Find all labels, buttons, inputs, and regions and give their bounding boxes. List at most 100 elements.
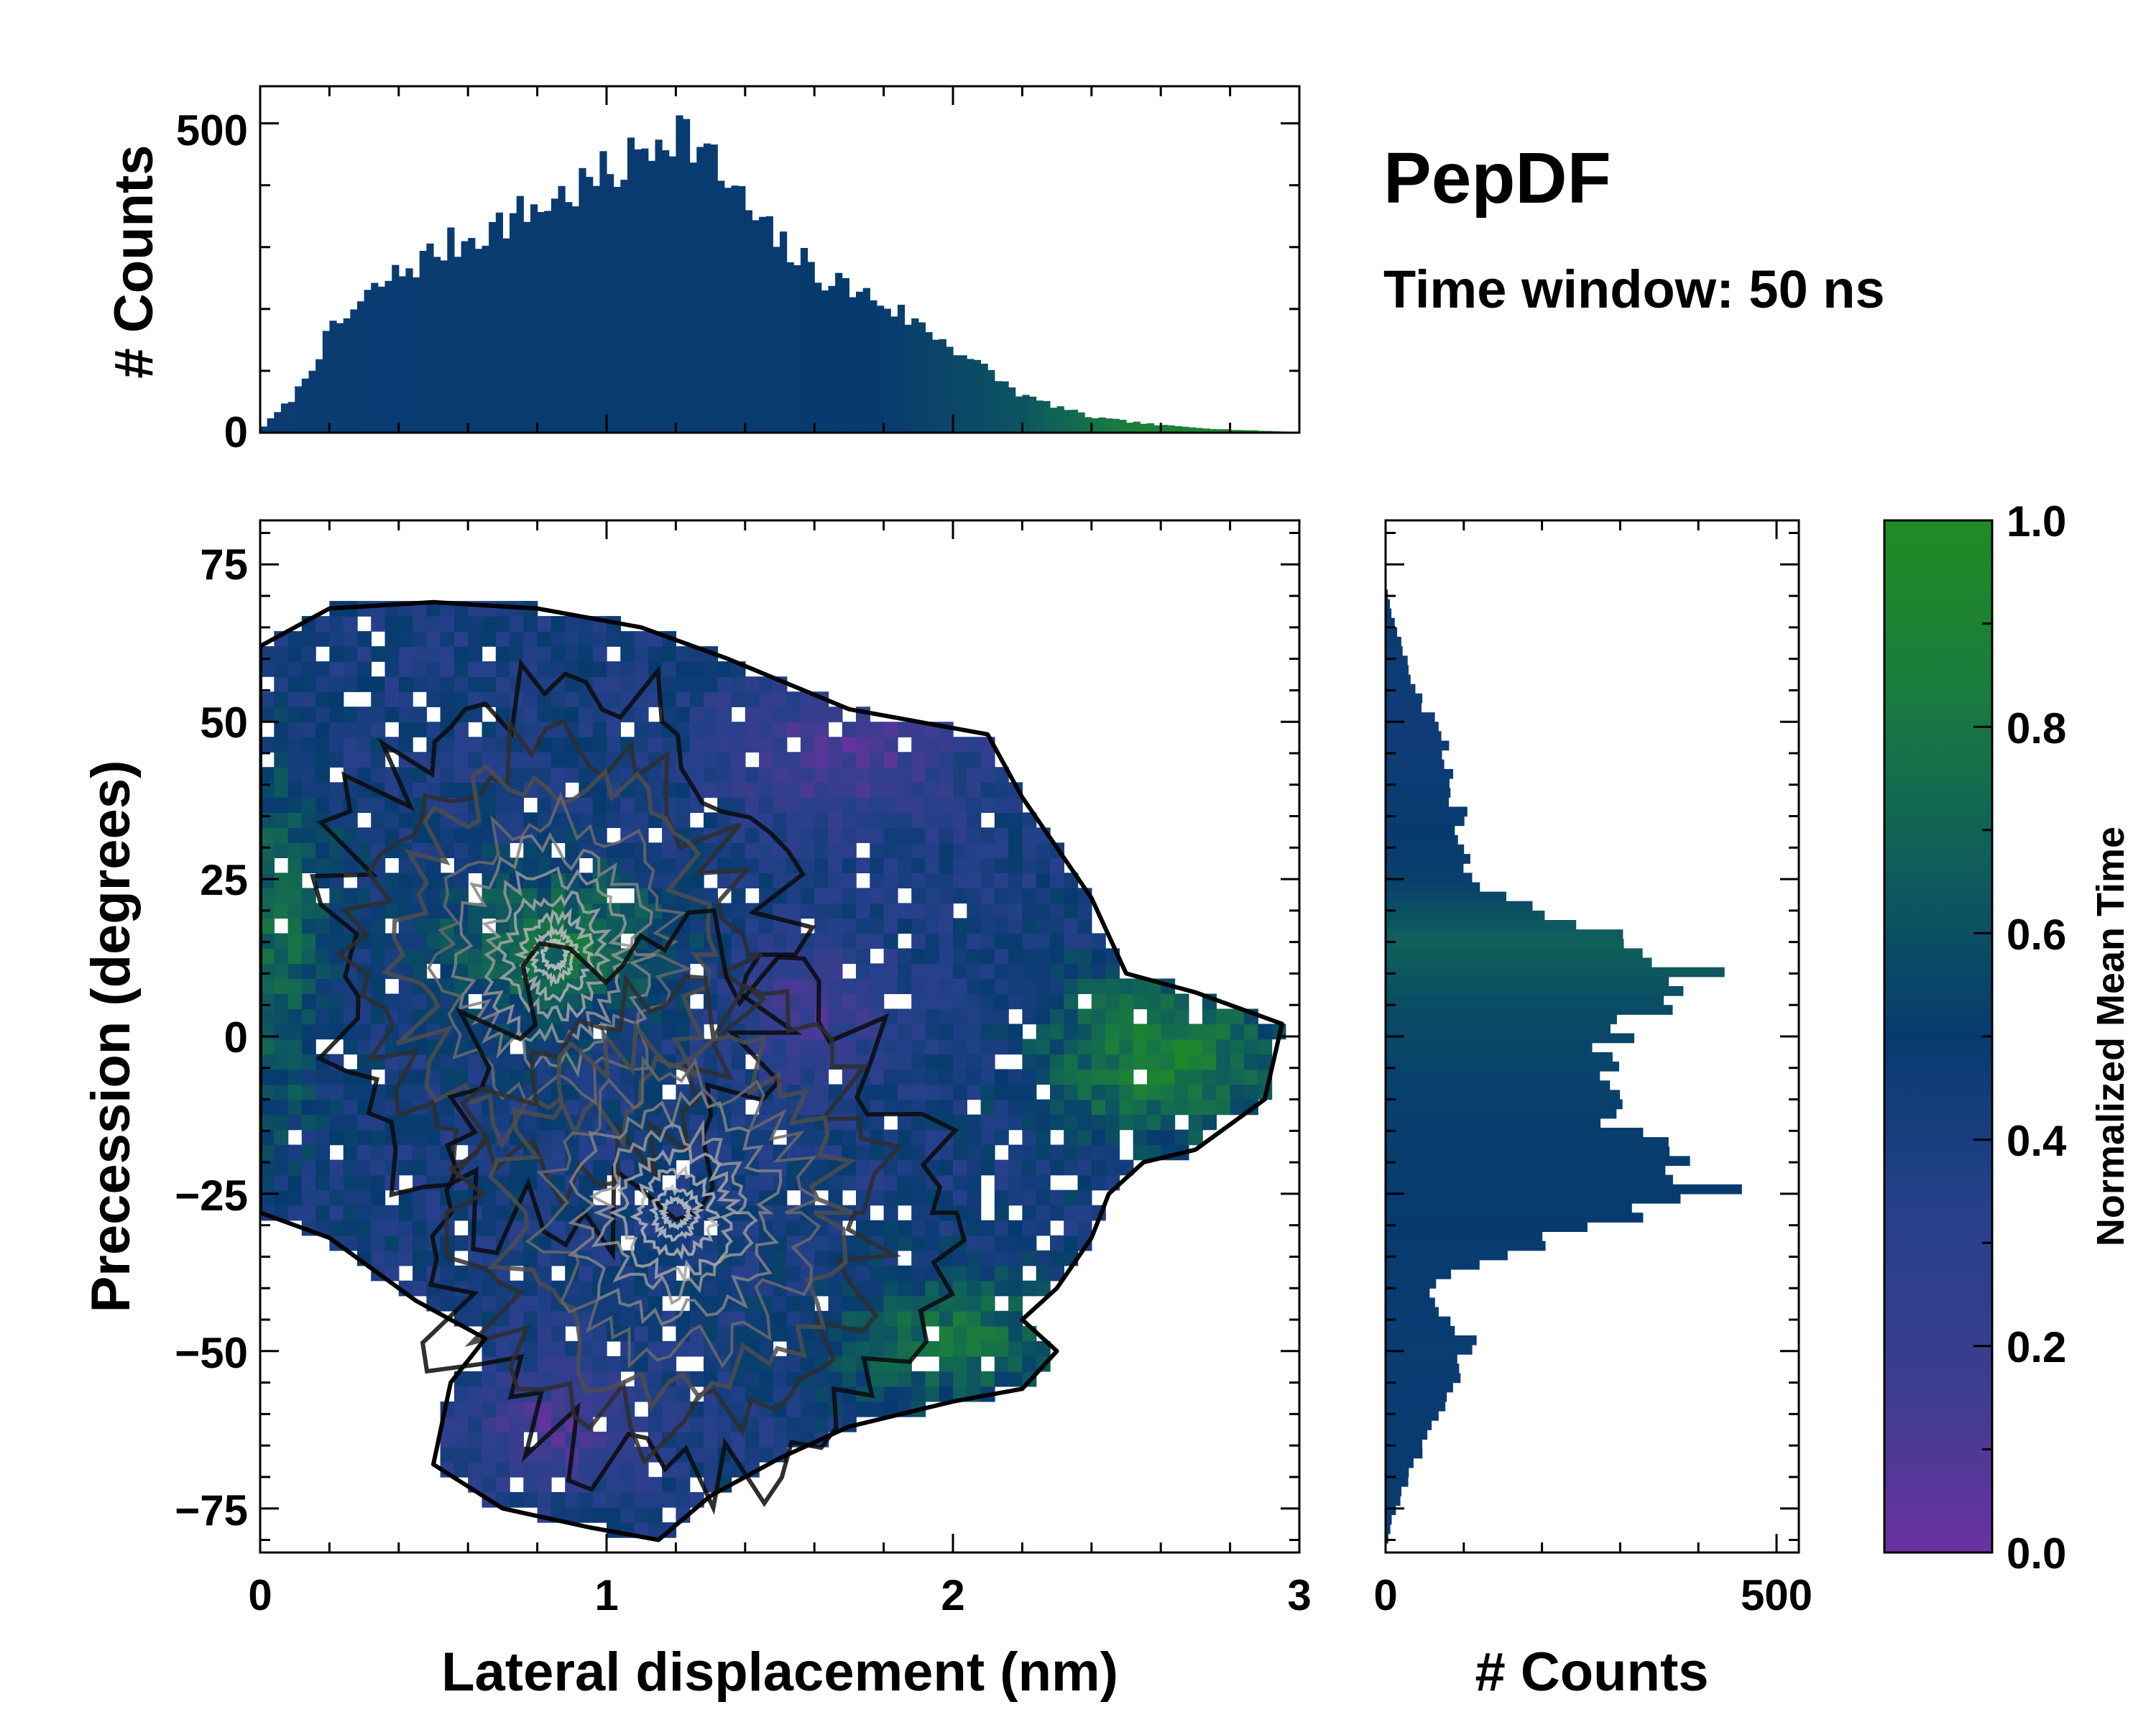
heatmap-cell [1146,1129,1161,1146]
heatmap-cell [939,767,954,783]
heatmap-cell [510,1310,524,1327]
heatmap-cell [1036,978,1051,995]
heatmap-cell [1050,1235,1064,1251]
heatmap-cell [870,1371,885,1387]
heatmap-cell [759,782,774,798]
top-histogram-bar [350,309,358,433]
heatmap-cell [704,1476,718,1493]
heatmap-cell [523,1491,538,1508]
heatmap-cell [634,1280,649,1297]
heatmap-cell [634,842,649,858]
right-histogram-bar [1386,882,1480,893]
heatmap-cell [287,797,303,813]
top-histogram-bar [315,359,323,433]
heatmap-cell [453,631,469,647]
heatmap-cell [870,918,885,934]
heatmap-cell [620,842,635,858]
heatmap-cell [523,631,538,647]
heatmap-cell [911,1190,926,1206]
heatmap-cell [398,1159,413,1176]
heatmap-cell [579,1174,594,1191]
heatmap-cell [1119,1159,1134,1176]
heatmap-cell [1105,963,1120,980]
heatmap-cell [371,797,386,813]
heatmap-cell [523,707,538,722]
heatmap-cell [550,1446,566,1463]
heatmap-cell [468,1069,483,1085]
heatmap-cell [1243,1054,1258,1070]
heatmap-cell [413,631,428,647]
heatmap-cell [953,1084,967,1100]
heatmap-cell [967,1220,982,1236]
heatmap-cell [315,767,331,783]
heatmap-cell [592,752,607,768]
heatmap-cell [745,842,760,858]
heatmap-cell [731,767,746,783]
heatmap-cell [662,1491,677,1508]
heatmap-cell [1230,1099,1245,1116]
heatmap-cell [953,1310,967,1327]
top-histogram-bar [1223,429,1231,433]
heatmap-cell [315,737,331,753]
heatmap-cell [495,1491,510,1508]
heatmap-cell [773,737,788,753]
heatmap-cell [592,676,607,692]
heatmap-cell [371,1159,386,1176]
heatmap-cell [1105,993,1120,1010]
heatmap-cell [704,661,718,677]
heatmap-cell [1174,1099,1189,1116]
heatmap-cell [301,752,316,768]
heatmap-cell [287,1099,303,1116]
top-histogram-bar [260,426,268,433]
heatmap-cell [870,1114,885,1131]
heatmap-cell [329,1174,344,1191]
heatmap-cell [579,1084,594,1100]
heatmap-cell [384,1265,400,1282]
heatmap-cell [925,737,940,753]
heatmap-cell [1161,1129,1176,1146]
heatmap-cell [343,812,358,828]
heatmap-cell [814,752,829,768]
heatmap-cell [329,1114,344,1131]
density-contour [525,1054,822,1369]
heatmap-cell [329,842,344,858]
heatmap-cell [329,707,344,722]
heatmap-cell [260,767,275,783]
heatmap-cell [870,1069,885,1085]
heatmap-cell [413,616,428,632]
heatmap-cell [287,1205,303,1221]
heatmap-cell [676,782,691,798]
heatmap-cell [315,1159,331,1176]
heatmap-cell [648,1476,663,1493]
heatmap-cell [717,993,732,1010]
heatmap-cell [731,737,746,753]
heatmap-cell [842,1129,857,1146]
right-histogram-bar [1386,1099,1623,1110]
heatmap-cell [883,1371,898,1387]
heatmap-cell [925,1008,940,1025]
heatmap-cell [565,707,580,722]
heatmap-cell [274,1144,289,1161]
heatmap-cell [704,1446,718,1463]
heatmap-cell [745,737,760,753]
heatmap-cell [1022,1280,1037,1297]
heatmap-cell [953,1039,967,1055]
heatmap-cell [925,978,940,995]
heatmap-cell [662,1416,677,1432]
heatmap-cell [634,722,649,737]
heatmap-cell [440,631,455,647]
heatmap-cell [870,812,885,828]
heatmap-cell [413,1159,428,1176]
heatmap-cell [1064,1024,1079,1040]
heatmap-cell [315,1024,331,1040]
right-histogram-bar [1386,740,1450,751]
heatmap-cell [440,616,455,632]
heatmap-cell [384,812,400,828]
heatmap-cell [1050,1054,1064,1070]
heatmap-cell [814,993,829,1010]
heatmap-cell [550,1129,566,1146]
heatmap-cell [537,1325,552,1342]
heatmap-cell [800,993,815,1010]
heatmap-cell [343,631,358,647]
heatmap-cell [967,1024,982,1040]
